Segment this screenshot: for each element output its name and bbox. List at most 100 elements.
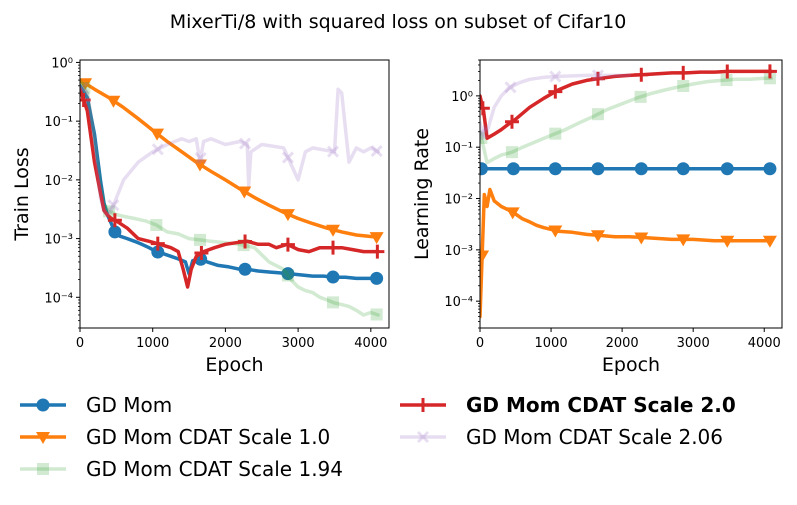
y-tick-label: 10⁻⁴: [444, 295, 473, 310]
legend-item-gd-mom-cdat-scale-2-0: GD Mom CDAT Scale 2.0: [400, 393, 736, 417]
legend-marker: [416, 398, 430, 412]
marker-gd-mom-cdat-scale-1-94-6: [327, 296, 340, 309]
marker-gd-mom-cdat-scale-1-0-4: [237, 186, 252, 199]
marker-gd-mom-cdat-scale-1-0-0: [80, 78, 93, 91]
marker-gd-mom-cdat-scale-1-0-5: [280, 209, 295, 222]
marker-gd-mom-cdat-scale-2-06-3: [591, 69, 605, 82]
marker-gd-mom-cdat-scale-2-0-3: [590, 71, 605, 86]
legend-marker: [36, 432, 50, 444]
marker-gd-mom-5: [326, 270, 340, 284]
marker-gd-mom-cdat-scale-2-06-4: [238, 137, 252, 150]
x-tick-label: 2000: [209, 336, 242, 351]
y-axis-label: Learning Rate: [411, 128, 433, 260]
y-tick-label: 10⁻³: [444, 244, 473, 259]
marker-gd-mom-cdat-scale-2-06-0: [80, 81, 89, 95]
marker-gd-mom-cdat-scale-1-94-5: [677, 79, 690, 92]
marker-gd-mom-cdat-scale-1-94-3: [193, 233, 206, 246]
marker-gd-mom-4: [281, 267, 295, 281]
marker-gd-mom-cdat-scale-2-0-3: [194, 246, 209, 261]
x-axis-label: Epoch: [602, 354, 660, 376]
axes-frame: [79, 59, 390, 329]
marker-gd-mom-cdat-scale-1-94-7: [370, 308, 383, 321]
marker-gd-mom-0: [108, 225, 122, 239]
x-tick-label: 2000: [606, 336, 639, 351]
legend-label: GD Mom: [86, 393, 172, 417]
marker-gd-mom-6: [370, 271, 384, 285]
marker-gd-mom-cdat-scale-1-0-6: [326, 224, 341, 237]
x-tick-label: 1000: [136, 336, 169, 351]
marker-gd-mom-cdat-scale-2-0-2: [548, 84, 563, 99]
series-line-gd-mom-cdat-scale-2-0: [80, 87, 380, 289]
marker-gd-mom-cdat-scale-2-0-1: [107, 213, 122, 228]
legend-item-gd-mom: GD Mom: [20, 393, 172, 417]
series-area: [80, 78, 385, 321]
marker-gd-mom-cdat-scale-1-0-5: [676, 234, 691, 247]
marker-gd-mom-cdat-scale-1-0-3: [590, 230, 605, 243]
marker-gd-mom-cdat-scale-2-06-5: [281, 151, 294, 164]
marker-gd-mom-6: [720, 162, 734, 176]
x-tick-label: 3000: [282, 336, 315, 351]
x-axis-label: Epoch: [205, 354, 263, 376]
marker-gd-mom-cdat-scale-2-0-4: [634, 67, 649, 82]
marker-gd-mom-cdat-scale-2-06-1: [504, 81, 517, 94]
marker-gd-mom-1: [151, 245, 165, 259]
marker-gd-mom-cdat-scale-1-94-1: [505, 146, 518, 159]
x-tick-label: 0: [476, 336, 484, 351]
y-tick-label: 10⁻²: [44, 174, 73, 189]
marker-gd-mom-cdat-scale-1-94-2: [549, 127, 562, 140]
legend-marker: [36, 398, 50, 412]
marker-gd-mom-cdat-scale-2-06-6: [326, 145, 340, 158]
marker-gd-mom-cdat-scale-1-0-7: [369, 232, 384, 245]
marker-gd-mom-cdat-scale-1-94-4: [634, 90, 647, 103]
chart-title: MixerTi/8 with squared loss on subset of…: [170, 11, 627, 33]
marker-gd-mom-cdat-scale-1-0-7: [762, 235, 777, 248]
legend-label: GD Mom CDAT Scale 2.06: [466, 425, 723, 449]
marker-gd-mom-cdat-scale-1-0-3: [192, 159, 207, 172]
marker-gd-mom-cdat-scale-2-0-0: [480, 101, 490, 116]
y-tick-label: 10⁻¹: [444, 141, 473, 156]
x-tick-label: 4000: [748, 336, 781, 351]
marker-gd-mom-4: [634, 162, 648, 176]
series-line-gd-mom-cdat-scale-2-06: [480, 73, 631, 140]
legend: GD Mom GD Mom CDAT Scale 1.0 GD Mom CDAT S…: [20, 393, 736, 481]
marker-gd-mom-cdat-scale-2-0-4: [238, 234, 253, 249]
y-tick-label: 10⁻⁴: [44, 291, 73, 306]
marker-gd-mom-cdat-scale-2-0-5: [280, 237, 295, 252]
marker-gd-mom-1: [506, 162, 520, 176]
marker-gd-mom-cdat-scale-1-0-2: [548, 225, 563, 238]
legend-label: GD Mom CDAT Scale 1.0: [86, 425, 330, 449]
legend-item-gd-mom-cdat-scale-1-94: GD Mom CDAT Scale 1.94: [20, 457, 343, 481]
marker-gd-mom-cdat-scale-2-0-7: [370, 244, 385, 259]
marker-gd-mom-cdat-scale-1-94-0: [80, 81, 91, 94]
marker-gd-mom-cdat-scale-2-06-2: [151, 143, 164, 156]
series-line-gd-mom-cdat-scale-2-06: [80, 84, 380, 217]
marker-gd-mom-5: [676, 162, 690, 176]
marker-gd-mom-2: [548, 162, 562, 176]
marker-gd-mom-3: [238, 262, 252, 276]
train-loss-panel: 0 1000 2000 3000 4000 10⁰ 10⁻¹ 10⁻² 10⁻³ 10⁻⁴ Epoc…: [11, 56, 390, 376]
marker-gd-mom-cdat-scale-1-0-4: [634, 232, 649, 245]
series-line-gd-mom-cdat-scale-1-94: [480, 76, 774, 165]
learning-rate-panel: 0 1000 2000 3000 4000 10⁰ 10⁻¹ 10⁻² 10⁻³ 10⁻⁴ Epoc…: [411, 59, 783, 376]
x-tick-label: 0: [76, 336, 84, 351]
marker-gd-mom-cdat-scale-2-0-1: [504, 114, 519, 129]
series-area: [480, 64, 777, 319]
x-tick-label: 3000: [677, 336, 710, 351]
axes-frame: [479, 59, 783, 329]
y-tick-label: 10⁻¹: [44, 115, 73, 130]
y-tick-label: 10⁻²: [444, 193, 473, 208]
marker-gd-mom-cdat-scale-2-0-2: [150, 236, 165, 251]
marker-gd-mom-cdat-scale-2-0-6: [326, 240, 341, 255]
x-tick-label: 1000: [535, 336, 568, 351]
legend-label: GD Mom CDAT Scale 2.0: [466, 393, 736, 417]
marker-gd-mom-cdat-scale-1-0-2: [150, 128, 165, 141]
legend-item-gd-mom-cdat-scale-1-0: GD Mom CDAT Scale 1.0: [20, 425, 330, 449]
legend-item-gd-mom-cdat-scale-2-06: GD Mom CDAT Scale 2.06: [400, 425, 723, 449]
y-tick-label: 10⁰: [51, 56, 73, 71]
marker-gd-mom-cdat-scale-2-0-7: [762, 64, 777, 79]
y-axis-label: Train Loss: [11, 147, 33, 241]
marker-gd-mom-cdat-scale-2-0-5: [676, 65, 691, 80]
marker-gd-mom-cdat-scale-2-0-6: [720, 64, 735, 79]
marker-gd-mom-cdat-scale-1-0-1: [505, 207, 520, 220]
